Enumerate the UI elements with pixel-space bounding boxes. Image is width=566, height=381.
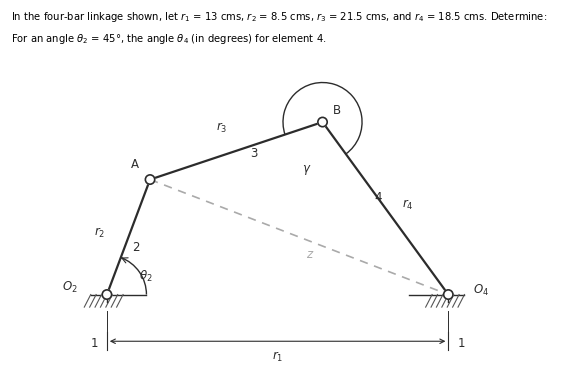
Text: 1: 1	[91, 336, 98, 349]
Text: B: B	[333, 104, 341, 117]
Text: $\gamma$: $\gamma$	[302, 163, 312, 177]
Text: $r_1$: $r_1$	[272, 350, 283, 364]
Text: $O_2$: $O_2$	[62, 280, 78, 295]
Circle shape	[145, 175, 155, 184]
Text: $\theta_2$: $\theta_2$	[139, 269, 153, 284]
Text: 1: 1	[457, 336, 465, 349]
Text: A: A	[131, 158, 139, 171]
Text: $r_3$: $r_3$	[216, 120, 228, 134]
Text: z: z	[306, 248, 312, 261]
Text: $r_4$: $r_4$	[402, 198, 413, 212]
Circle shape	[318, 117, 327, 127]
Text: In the four-bar linkage shown, let $r_1$ = 13 cms, $r_2$ = 8.5 cms, $r_3$ = 21.5: In the four-bar linkage shown, let $r_1$…	[11, 10, 547, 24]
Text: $r_2$: $r_2$	[94, 226, 105, 240]
Text: 2: 2	[132, 241, 140, 254]
Text: For an angle $\theta_2$ = 45°, the angle $\theta_4$ (in degrees) for element 4.: For an angle $\theta_2$ = 45°, the angle…	[11, 32, 327, 46]
Text: 3: 3	[251, 147, 258, 160]
Circle shape	[444, 290, 453, 299]
Circle shape	[102, 290, 112, 299]
Text: 4: 4	[374, 191, 382, 204]
Text: $O_4$: $O_4$	[473, 283, 490, 298]
